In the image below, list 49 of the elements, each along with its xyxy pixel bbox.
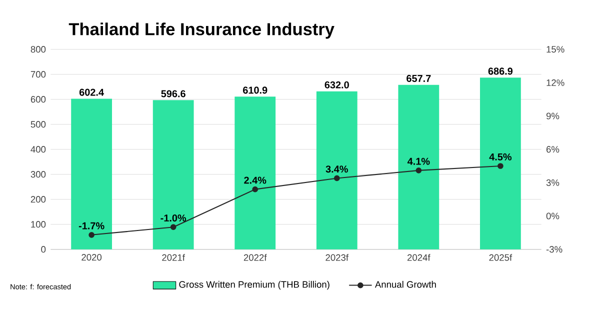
y2-tick-label: 0% [546,212,560,220]
bar [152,100,194,250]
data-label: 602.4 [79,88,104,96]
data-label: 596.6 [161,90,186,98]
y-tick-label: 0 [41,246,46,253]
bar [480,78,521,250]
data-label: 3.4% [326,166,348,173]
point [170,224,176,230]
x-tick-label: 2024f [407,254,430,261]
x-tick-label: 2020 [82,254,102,261]
data-label: 4.5% [489,153,512,160]
point [252,186,258,192]
y2-tick-label: 6% [546,146,560,153]
data-label: 2.4% [244,176,266,184]
y2-tick-label: -3% [546,246,562,253]
data-label: 686.9 [488,68,513,75]
y-tick-label: 200 [30,196,46,203]
point [88,232,94,238]
bar [234,96,276,250]
data-label: 632.0 [324,81,349,88]
bar [398,84,440,250]
data-label: 657.7 [406,74,431,82]
bar [316,91,358,250]
x-tick-label: 2025f [489,254,512,261]
y-tick-label: 700 [30,71,46,78]
y-tick-label: 500 [30,121,46,128]
y-tick-label: 800 [30,46,46,53]
y-tick-label: 600 [30,96,46,103]
y2-tick-label: 9% [546,112,560,120]
y2-tick-label: 12% [546,79,564,86]
point [334,175,340,182]
bar [71,98,112,250]
y-tick-label: 100 [31,221,46,228]
x-tick-label: 2022f [244,254,267,261]
data-label: -1.7% [78,222,104,230]
x-tick-label: 2023f [326,254,349,261]
y-tick-label: 300 [30,171,46,178]
point [416,168,422,174]
y-tick-label: 400 [30,146,46,153]
y2-tick-label: 15% [546,46,564,53]
chart-title: Thailand Life Insurance Industry [68,22,334,39]
x-tick-label: 2021f [162,254,185,261]
data-label: -1.0% [160,214,186,222]
y2-tick-label: 3% [546,179,560,186]
data-label: 610.9 [243,86,268,94]
legend-label: Annual Growth [374,280,436,288]
point [498,163,504,169]
data-label: 4.1% [407,158,430,165]
legend-label: Gross Written Premium (THB Billion) [179,280,330,290]
